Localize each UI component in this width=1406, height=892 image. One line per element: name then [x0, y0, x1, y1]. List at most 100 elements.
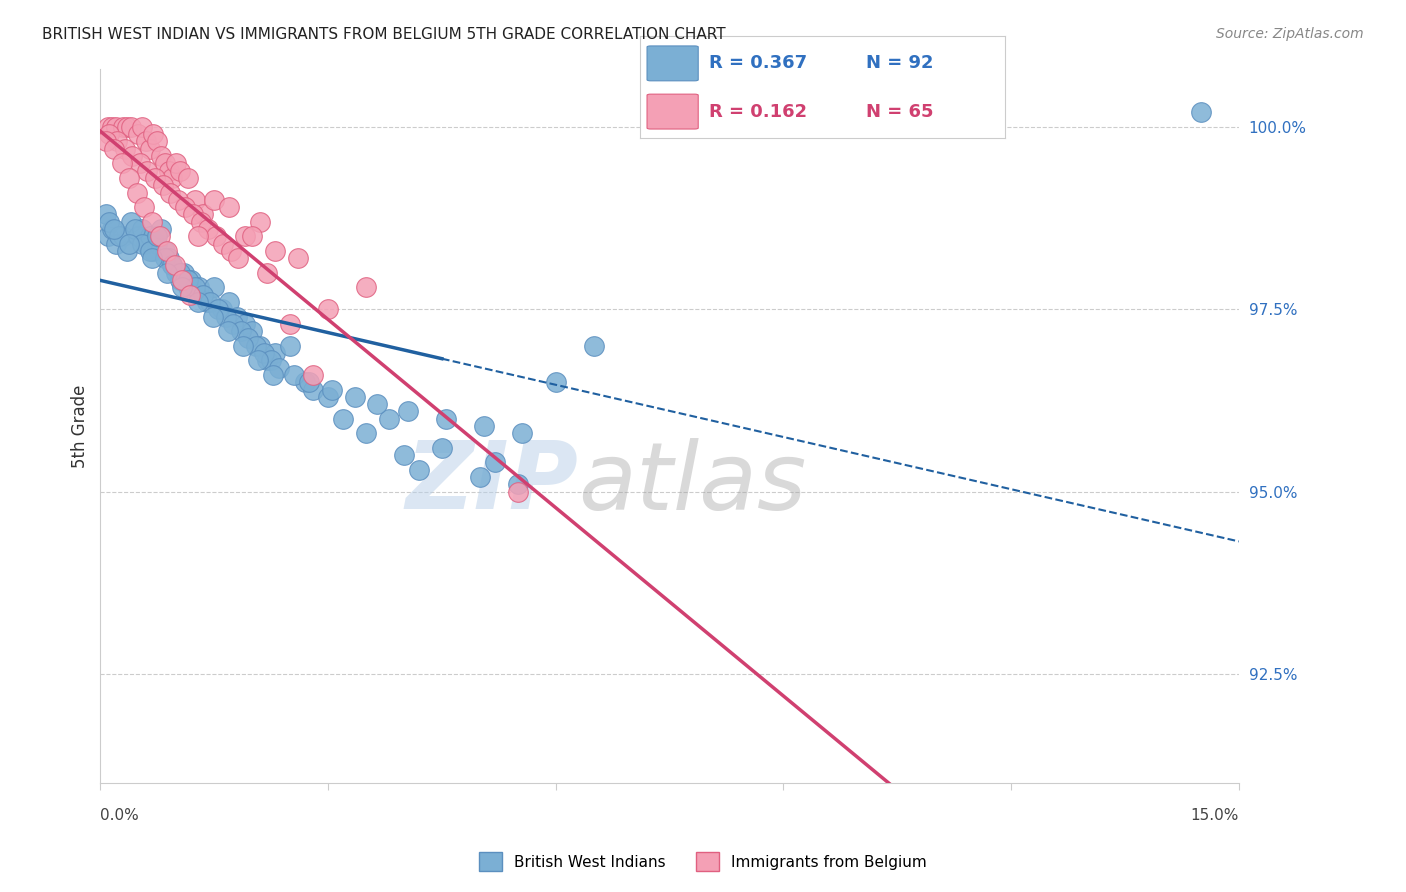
- Point: [100, 120, 122, 134]
- Point: [152, 178, 174, 193]
- Point: [321, 383, 343, 397]
- Point: [233, 317, 256, 331]
- Point: [197, 222, 219, 236]
- Point: [157, 251, 180, 265]
- FancyBboxPatch shape: [647, 95, 699, 129]
- Point: [252, 346, 274, 360]
- Point: [127, 127, 149, 141]
- Point: [125, 186, 148, 200]
- Text: N = 65: N = 65: [866, 103, 934, 120]
- Point: [430, 441, 453, 455]
- Point: [98, 127, 121, 141]
- Point: [165, 266, 187, 280]
- Point: [484, 455, 506, 469]
- Point: [142, 244, 165, 258]
- Point: [204, 229, 226, 244]
- Point: [166, 193, 188, 207]
- Point: [256, 266, 278, 280]
- Point: [97, 229, 120, 244]
- Point: [226, 310, 249, 324]
- Point: [115, 120, 138, 134]
- Point: [112, 120, 135, 134]
- Point: [316, 390, 339, 404]
- Text: Source: ZipAtlas.com: Source: ZipAtlas.com: [1216, 27, 1364, 41]
- Point: [141, 251, 163, 265]
- Point: [157, 163, 180, 178]
- Point: [202, 193, 225, 207]
- Legend: British West Indians, Immigrants from Belgium: British West Indians, Immigrants from Be…: [472, 847, 934, 877]
- Point: [180, 273, 202, 287]
- Point: [131, 120, 153, 134]
- Point: [169, 273, 191, 287]
- Point: [302, 383, 325, 397]
- Point: [176, 273, 198, 287]
- Point: [163, 259, 186, 273]
- Point: [222, 317, 245, 331]
- Point: [120, 215, 142, 229]
- Point: [472, 419, 495, 434]
- Point: [316, 302, 339, 317]
- Point: [201, 310, 224, 324]
- Point: [544, 376, 567, 390]
- Point: [249, 215, 271, 229]
- Point: [148, 229, 170, 244]
- Point: [283, 368, 305, 382]
- Point: [188, 280, 211, 294]
- Point: [264, 346, 287, 360]
- Point: [217, 324, 239, 338]
- Point: [169, 266, 191, 280]
- Point: [191, 207, 214, 221]
- Point: [186, 229, 208, 244]
- Point: [141, 215, 163, 229]
- Point: [232, 339, 254, 353]
- Point: [179, 287, 201, 301]
- Point: [162, 170, 184, 185]
- Point: [219, 244, 242, 258]
- Point: [110, 156, 132, 170]
- Point: [142, 127, 165, 141]
- Point: [131, 236, 153, 251]
- Point: [96, 207, 118, 221]
- Y-axis label: 5th Grade: 5th Grade: [72, 384, 89, 467]
- Point: [510, 426, 533, 441]
- Point: [262, 368, 284, 382]
- Point: [218, 295, 240, 310]
- Point: [97, 120, 120, 134]
- Point: [103, 142, 125, 156]
- Point: [165, 156, 187, 170]
- Point: [212, 236, 235, 251]
- FancyBboxPatch shape: [647, 46, 699, 81]
- Point: [302, 368, 325, 382]
- Point: [294, 376, 316, 390]
- Text: R = 0.162: R = 0.162: [709, 103, 807, 120]
- Point: [202, 280, 225, 294]
- Point: [195, 295, 218, 310]
- Point: [1189, 105, 1212, 120]
- Point: [162, 259, 184, 273]
- Point: [506, 477, 529, 491]
- Point: [118, 236, 141, 251]
- Point: [128, 156, 150, 170]
- Point: [115, 244, 138, 258]
- Point: [104, 236, 127, 251]
- Point: [200, 295, 222, 310]
- Point: [332, 411, 354, 425]
- Text: 0.0%: 0.0%: [100, 808, 139, 823]
- Text: R = 0.367: R = 0.367: [709, 54, 807, 72]
- Point: [181, 207, 204, 221]
- Point: [354, 280, 377, 294]
- Point: [278, 339, 301, 353]
- Point: [138, 229, 160, 244]
- Point: [468, 470, 491, 484]
- Point: [146, 236, 169, 251]
- Point: [228, 251, 250, 265]
- Point: [153, 251, 176, 265]
- Text: N = 92: N = 92: [866, 54, 934, 72]
- Point: [176, 280, 198, 294]
- Point: [146, 135, 169, 149]
- Point: [127, 229, 149, 244]
- Point: [134, 200, 156, 214]
- Point: [278, 317, 301, 331]
- Point: [184, 193, 207, 207]
- Text: 15.0%: 15.0%: [1191, 808, 1239, 823]
